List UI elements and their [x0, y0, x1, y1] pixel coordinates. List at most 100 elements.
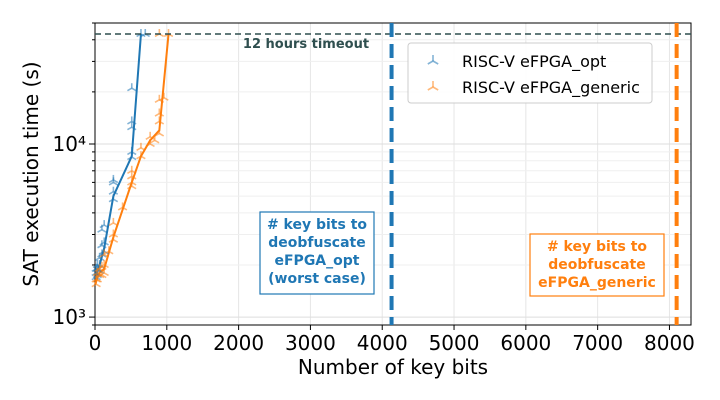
point-s1-12-arm-2 — [112, 238, 119, 243]
legend-box — [407, 42, 653, 104]
point-s0-8-arm-2 — [99, 257, 105, 262]
point-s1-25-arm-1 — [154, 132, 160, 137]
point-s0-18-arm-2 — [112, 179, 119, 184]
point-s1-18 — [127, 171, 137, 180]
annotation-1-line-2: eFPGA_generic — [538, 275, 656, 291]
point-s0-13 — [99, 237, 109, 246]
point-s1-10-arm-1 — [99, 253, 105, 258]
point-s1-13-arm-2 — [112, 233, 119, 238]
point-s0-19-arm-2 — [131, 156, 137, 161]
point-s1-23 — [145, 131, 155, 141]
point-s1-0-arm-1 — [91, 283, 97, 288]
annotation-1-line-1: deobfuscate — [548, 257, 645, 273]
point-s1-10 — [99, 249, 109, 258]
point-s0-25 — [140, 28, 150, 38]
x-axis: 0 1000 2000 3000 4000 5000 6000 7000 8000 — [89, 325, 695, 355]
point-s0-13-arm-1 — [99, 241, 105, 246]
point-s0-15-arm-1 — [108, 198, 114, 203]
point-s0-16-arm-1 — [108, 191, 114, 195]
point-s1-10-arm-2 — [103, 253, 109, 258]
x-tick-label-0: 0 — [89, 331, 102, 355]
point-s0-21 — [127, 122, 137, 131]
legend-tri-generic-arm-2 — [432, 86, 439, 91]
point-s0-8-arm-1 — [94, 257, 100, 262]
legend: RISC-V eFPGA_opt RISC-V eFPGA_generic — [407, 42, 653, 104]
point-s1-12 — [108, 234, 119, 243]
x-tick-label-3: 3000 — [285, 331, 336, 355]
point-s0-5-arm-1 — [92, 264, 98, 269]
y-axis: 10³ 10⁴ — [53, 22, 95, 329]
point-s0-20-arm-2 — [131, 151, 137, 156]
x-tick-label-5: 5000 — [429, 331, 480, 355]
point-s0-17-arm-1 — [108, 181, 114, 186]
legend-tri-generic — [427, 81, 439, 91]
point-s0-14-arm-2 — [103, 224, 109, 229]
point-s0-13-arm-2 — [103, 241, 109, 246]
point-s1-6-arm-2 — [101, 274, 107, 279]
timeout-label: 12 hours timeout — [243, 37, 369, 52]
point-s0-25-arm-1 — [140, 33, 146, 38]
annotation-0-line-1: deobfuscate — [268, 235, 365, 251]
point-s0-19 — [127, 152, 137, 161]
point-s1-22-arm-1 — [145, 143, 151, 148]
point-s1-13 — [108, 229, 119, 238]
point-s0-20 — [127, 146, 137, 156]
annotation-1-line-0: # key bits to — [547, 239, 647, 255]
series-lines — [94, 33, 170, 285]
point-s0-9-arm-1 — [97, 253, 103, 258]
annotation-box-1 — [529, 233, 665, 297]
point-s1-28-arm-1 — [154, 99, 160, 103]
series-line-1 — [94, 33, 170, 285]
point-s0-18-arm-1 — [108, 179, 114, 184]
y-axis-title: SAT execution time (s) — [19, 61, 43, 286]
point-s1-25-arm-2 — [158, 132, 165, 137]
point-s0-16-arm-2 — [112, 191, 119, 195]
point-s1-27 — [154, 108, 165, 117]
legend-marker-generic — [427, 81, 439, 91]
point-s0-19-arm-1 — [127, 156, 133, 161]
legend-tri-opt — [427, 55, 439, 65]
point-s1-18-arm-1 — [127, 175, 133, 180]
point-s1-19-arm-1 — [127, 170, 133, 174]
point-s1-12-arm-1 — [108, 238, 114, 243]
point-s1-26-arm-1 — [154, 120, 160, 125]
point-s1-21-arm-1 — [136, 147, 142, 152]
point-s0-23 — [127, 83, 137, 92]
point-s0-14-arm-1 — [99, 224, 105, 229]
point-s1-22 — [145, 138, 155, 148]
point-s1-13-arm-1 — [108, 233, 114, 238]
point-s1-26-arm-2 — [158, 120, 165, 125]
point-s1-27-arm-1 — [154, 112, 160, 117]
y-tick-label-0: 10³ — [53, 305, 86, 329]
point-s1-9-arm-2 — [103, 264, 109, 269]
point-s1-21-arm-2 — [140, 147, 146, 152]
point-s0-22-arm-2 — [131, 120, 137, 125]
series-points — [91, 28, 174, 288]
point-s1-14 — [108, 217, 119, 227]
point-s1-29 — [159, 92, 169, 101]
point-s1-16-arm-2 — [131, 185, 137, 190]
annotation-box-0 — [259, 211, 375, 295]
point-s1-19 — [127, 165, 137, 174]
legend-tri-opt-arm-1 — [427, 60, 434, 65]
y-tick-label-1: 10⁴ — [53, 132, 86, 156]
point-s1-11 — [104, 246, 114, 255]
point-s1-18-arm-2 — [131, 175, 137, 180]
legend-tri-opt-arm-2 — [432, 60, 439, 65]
legend-tri-generic-arm-1 — [427, 86, 434, 91]
annotation-0-line-2: eFPGA_opt — [275, 253, 360, 269]
point-s1-14-arm-1 — [108, 222, 114, 227]
point-s0-14 — [99, 220, 109, 229]
point-s1-30 — [154, 28, 165, 38]
series-line-0 — [95, 33, 142, 278]
point-s1-3-arm-1 — [92, 272, 98, 277]
point-s1-17-arm-2 — [131, 181, 137, 186]
point-s1-23-arm-2 — [149, 136, 155, 141]
x-tick-label-8: 8000 — [644, 331, 695, 355]
legend-label-generic: RISC-V eFPGA_generic — [462, 78, 640, 98]
point-s0-15 — [108, 194, 119, 203]
point-s0-15-arm-2 — [112, 198, 119, 203]
point-s1-11-arm-2 — [108, 250, 114, 255]
point-s1-20-arm-1 — [136, 155, 142, 160]
point-s1-15-arm-2 — [122, 206, 128, 211]
